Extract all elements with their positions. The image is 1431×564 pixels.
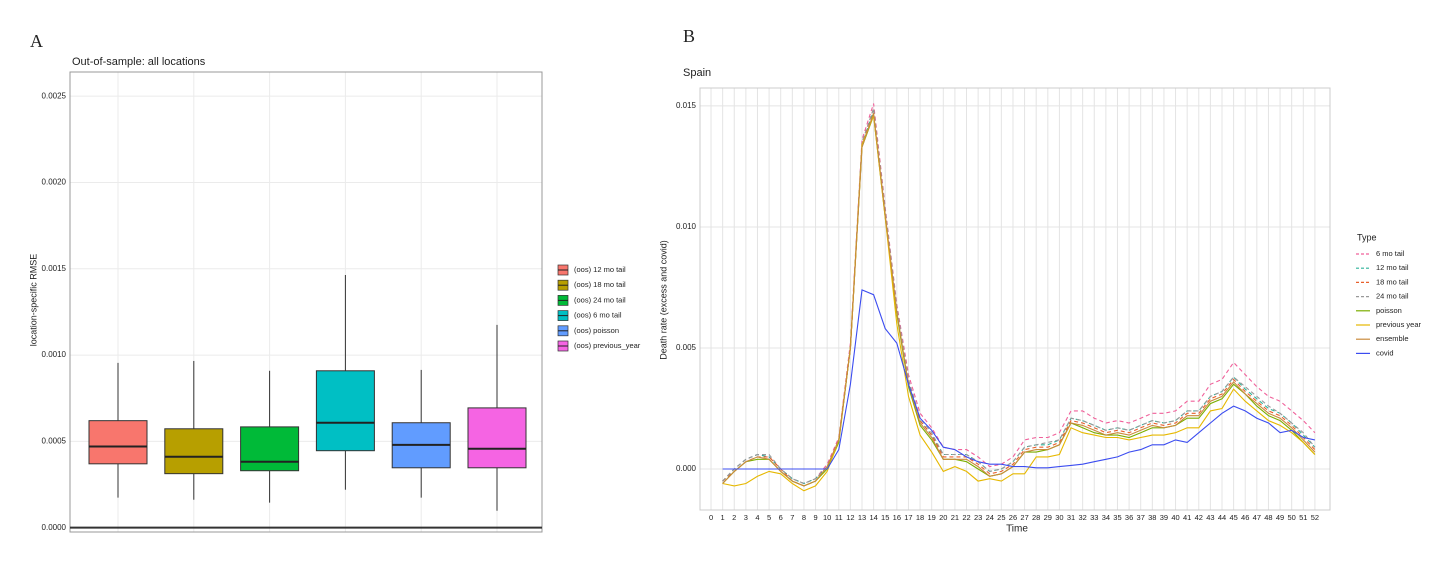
x-tick-label: 1 — [721, 513, 725, 522]
y-tick-label: 0.0020 — [42, 178, 67, 187]
x-tick-label: 9 — [813, 513, 817, 522]
x-tick-label: 13 — [858, 513, 866, 522]
x-tick-label: 47 — [1253, 513, 1261, 522]
legend-label: (oos) 24 mo tail — [574, 295, 626, 304]
y-tick-label: 0.005 — [676, 343, 697, 352]
x-tick-label: 52 — [1311, 513, 1319, 522]
series-line — [722, 289, 1316, 470]
legend-label: previous year — [1376, 320, 1422, 329]
x-tick-label: 21 — [951, 513, 959, 522]
y-axis-title: location-specific RMSE — [28, 254, 38, 347]
x-tick-label: 31 — [1067, 513, 1075, 522]
y-tick-label: 0.0010 — [42, 350, 67, 359]
x-tick-label: 49 — [1276, 513, 1284, 522]
panel-label: B — [683, 26, 695, 46]
x-tick-label: 7 — [790, 513, 794, 522]
y-axis-title: Death rate (excess and covid) — [658, 240, 668, 360]
x-tick-label: 11 — [835, 513, 843, 522]
x-tick-label: 24 — [986, 513, 994, 522]
x-tick-label: 17 — [904, 513, 912, 522]
x-tick-label: 33 — [1090, 513, 1098, 522]
x-tick-label: 44 — [1218, 513, 1226, 522]
y-tick-label: 0.010 — [676, 222, 697, 231]
x-tick-label: 27 — [1020, 513, 1028, 522]
legend-label: 6 mo tail — [1376, 249, 1405, 258]
box — [88, 420, 148, 465]
legend-label: (oos) 18 mo tail — [574, 280, 626, 289]
box — [315, 370, 375, 452]
legend-label: (oos) previous_year — [574, 341, 641, 350]
x-axis-title: Time — [1006, 524, 1028, 535]
chart-title: Spain — [683, 67, 711, 79]
x-tick-label: 14 — [869, 513, 877, 522]
x-tick-label: 40 — [1171, 513, 1179, 522]
x-tick-label: 42 — [1195, 513, 1203, 522]
y-tick-label: 0.0005 — [42, 436, 67, 445]
legend-label: 12 mo tail — [1376, 263, 1409, 272]
x-tick-label: 30 — [1055, 513, 1063, 522]
series-line — [722, 103, 1316, 485]
x-tick-label: 26 — [1009, 513, 1017, 522]
x-tick-label: 41 — [1183, 513, 1191, 522]
x-tick-label: 15 — [881, 513, 889, 522]
chart-title: Out-of-sample: all locations — [72, 56, 206, 68]
x-tick-label: 2 — [732, 513, 736, 522]
x-tick-label: 10 — [823, 513, 831, 522]
series-line — [722, 113, 1316, 487]
plot-frame — [69, 71, 543, 533]
y-tick-label: 0.000 — [676, 464, 697, 473]
x-tick-label: 6 — [779, 513, 783, 522]
x-tick-label: 19 — [928, 513, 936, 522]
legend-label: covid — [1376, 348, 1394, 357]
x-tick-label: 35 — [1113, 513, 1121, 522]
panel-label: A — [30, 31, 43, 51]
legend-title: Type — [1357, 232, 1377, 242]
legend-label: ensemble — [1376, 334, 1409, 343]
box — [240, 426, 300, 472]
y-tick-label: 0.015 — [676, 101, 697, 110]
x-tick-label: 12 — [846, 513, 854, 522]
x-tick-label: 43 — [1206, 513, 1214, 522]
x-tick-label: 38 — [1148, 513, 1156, 522]
legend-label: (oos) poisson — [574, 326, 619, 335]
box — [467, 407, 527, 469]
x-tick-label: 45 — [1229, 513, 1237, 522]
x-tick-label: 39 — [1160, 513, 1168, 522]
box — [164, 428, 224, 475]
x-tick-label: 28 — [1032, 513, 1040, 522]
x-tick-label: 36 — [1125, 513, 1133, 522]
x-tick-label: 29 — [1044, 513, 1052, 522]
legend-label: poisson — [1376, 306, 1402, 315]
x-tick-label: 8 — [802, 513, 806, 522]
x-tick-label: 3 — [744, 513, 748, 522]
x-tick-label: 4 — [755, 513, 759, 522]
x-tick-label: 37 — [1137, 513, 1145, 522]
x-tick-label: 18 — [916, 513, 924, 522]
x-tick-label: 23 — [974, 513, 982, 522]
x-tick-label: 20 — [939, 513, 947, 522]
x-tick-label: 46 — [1241, 513, 1249, 522]
legend-label: 18 mo tail — [1376, 277, 1409, 286]
x-tick-label: 32 — [1078, 513, 1086, 522]
x-tick-label: 16 — [893, 513, 901, 522]
x-tick-label: 22 — [962, 513, 970, 522]
y-tick-label: 0.0000 — [42, 523, 67, 532]
series-line — [722, 115, 1316, 492]
x-tick-label: 50 — [1288, 513, 1296, 522]
x-tick-label: 25 — [997, 513, 1005, 522]
x-tick-label: 51 — [1299, 513, 1307, 522]
legend-label: (oos) 6 mo tail — [574, 311, 622, 320]
x-tick-label: 5 — [767, 513, 771, 522]
legend-label: (oos) 12 mo tail — [574, 265, 626, 274]
x-tick-label: 0 — [709, 513, 713, 522]
plot-frame — [699, 87, 1331, 511]
series-line — [722, 108, 1316, 485]
y-tick-label: 0.0015 — [42, 264, 67, 273]
legend-label: 24 mo tail — [1376, 292, 1409, 301]
x-tick-label: 48 — [1264, 513, 1272, 522]
x-tick-label: 34 — [1102, 513, 1110, 522]
y-tick-label: 0.0025 — [42, 91, 67, 100]
